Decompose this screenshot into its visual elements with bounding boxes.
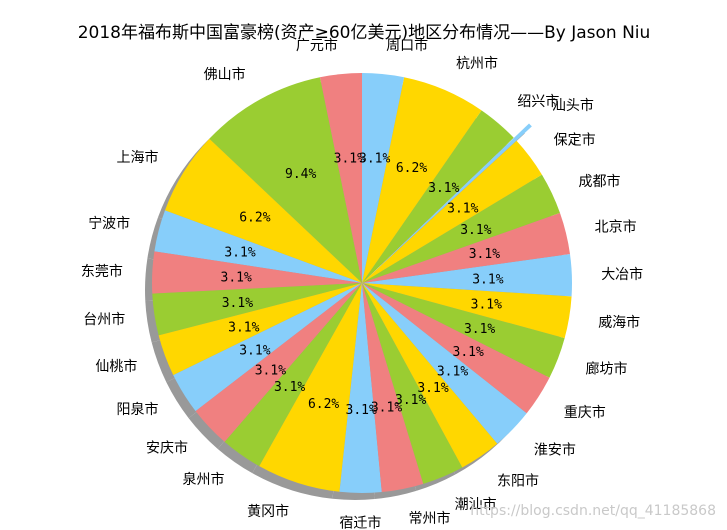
pie-slice-category-label: 威海市 xyxy=(598,314,640,331)
pie-slice-category-label: 阳泉市 xyxy=(117,401,159,418)
pie-slice-9 xyxy=(195,283,362,442)
pie-slice-percent-label: 3.1% xyxy=(471,298,502,313)
pie-slice-category-label: 台州市 xyxy=(83,311,125,328)
pie-slice-category-label: 杭州市 xyxy=(456,55,498,72)
pie-slice-category-label: 东莞市 xyxy=(81,263,123,280)
pie-slice-10 xyxy=(224,283,362,467)
pie-slice-percent-label: 3.1% xyxy=(222,296,253,311)
pie-slice-percent-label: 3.1% xyxy=(346,403,377,418)
pie-slice-category-label: 廊坊市 xyxy=(586,361,628,378)
pie-slice-category-label: 仙桃市 xyxy=(95,358,137,375)
pie-slice-percent-label: 3.1% xyxy=(472,272,503,287)
pie-slice-6 xyxy=(152,283,362,336)
pie-slice-category-label: 上海市 xyxy=(117,149,159,166)
pie-slice-percent-label: 3.1% xyxy=(239,343,270,358)
pie-percent-labels: 3.1%9.4%6.2%3.1%3.1%3.1%3.1%3.1%3.1%3.1%… xyxy=(221,152,504,418)
pie-slice-12 xyxy=(339,283,382,493)
pie-slice-percent-label: 3.1% xyxy=(453,345,484,360)
pie-slice-4 xyxy=(154,210,362,283)
pie-slice-category-label: 宁波市 xyxy=(88,215,130,232)
pie-slice-18 xyxy=(362,283,565,378)
chart-title: 2018年福布斯中国富豪榜(资产≥60亿美元)地区分布情况——By Jason … xyxy=(78,22,651,43)
pie-slice-15 xyxy=(362,283,498,468)
pie-slice-percent-label: 3.1% xyxy=(437,365,468,380)
pie-slice-25 xyxy=(362,110,514,283)
pie-slices xyxy=(152,73,573,493)
pie-slice-category-label: 黄冈市 xyxy=(247,503,289,520)
pie-slice-percent-label: 3.1% xyxy=(224,246,255,261)
pie-slice-24 xyxy=(377,123,532,269)
watermark: https://blog.csdn.net/qq_41185868 xyxy=(470,503,716,519)
pie-slice-category-label: 汕头市 xyxy=(552,97,594,114)
pie-slice-category-label: 东阳市 xyxy=(497,473,539,490)
pie-slice-percent-label: 3.1% xyxy=(460,223,491,238)
pie-slice-8 xyxy=(173,283,362,412)
pie-slice-percent-label: 3.1% xyxy=(464,322,495,337)
pie-slice-category-label: 周口市 xyxy=(386,37,428,54)
pie-slice-category-label: 广元市 xyxy=(296,37,338,54)
pie-slice-14 xyxy=(362,283,463,484)
pie-slice-23 xyxy=(362,140,542,283)
pie-slice-category-label: 北京市 xyxy=(595,218,637,235)
pie-slice-category-label: 泉州市 xyxy=(183,471,225,488)
pie-slice-19 xyxy=(362,283,572,339)
pie-slice-category-label: 淮安市 xyxy=(534,442,576,459)
pie-slice-7 xyxy=(158,283,362,376)
pie-slice-percent-label: 6.2% xyxy=(239,211,270,226)
pie-slice-21 xyxy=(362,212,570,283)
pie-slice-11 xyxy=(259,283,362,492)
pie-slice-percent-label: 3.1% xyxy=(447,202,478,217)
pie-slice-category-label: 保定市 xyxy=(554,132,596,149)
pie-slice-3 xyxy=(164,138,362,283)
pie-slice-category-label: 常州市 xyxy=(409,510,451,527)
pie-slice-category-label: 大冶市 xyxy=(601,266,643,283)
pie-slice-category-label: 成都市 xyxy=(579,173,621,190)
pie-slice-percent-label: 3.1% xyxy=(371,401,402,416)
pie-slice-27 xyxy=(362,73,405,283)
pie-slice-5 xyxy=(152,251,362,294)
pie-slice-percent-label: 3.1% xyxy=(228,321,259,336)
pie-slice-percent-label: 3.1% xyxy=(274,380,305,395)
pie-slice-category-label: 重庆市 xyxy=(564,404,606,421)
pie-slice-category-label: 潮汕市 xyxy=(455,496,497,513)
pie-slice-percent-label: 9.4% xyxy=(285,167,316,182)
pie-slice-20 xyxy=(362,254,573,297)
pie-slice-16 xyxy=(362,283,527,444)
pie-slice-percent-label: 3.1% xyxy=(255,364,286,379)
pie-slice-percent-label: 3.1% xyxy=(221,271,252,286)
pie-slice-category-label: 佛山市 xyxy=(204,66,246,83)
pie-slice-percent-label: 6.2% xyxy=(396,161,427,176)
pie-slice-category-label: 宿迁市 xyxy=(339,514,381,530)
pie-slice-percent-label: 3.1% xyxy=(334,152,365,167)
pie-slice-category-label: 绍兴市 xyxy=(517,93,559,110)
pie-slice-17 xyxy=(362,283,550,414)
pie-slice-percent-label: 3.1% xyxy=(469,247,500,262)
pie-slice-percent-label: 3.1% xyxy=(417,381,448,396)
pie-slice-category-label: 安庆市 xyxy=(146,439,188,456)
pie-slice-13 xyxy=(362,283,424,493)
pie-slice-percent-label: 6.2% xyxy=(308,397,339,412)
pie-slice-percent-label: 3.1% xyxy=(395,393,426,408)
pie-slice-1 xyxy=(319,73,362,283)
pie-slice-26 xyxy=(362,77,482,283)
pie-slice-22 xyxy=(362,174,560,283)
pie-slice-percent-label: 3.1% xyxy=(428,181,459,196)
pie-slice-2 xyxy=(209,77,362,283)
pie-slice-percent-label: 3.1% xyxy=(359,152,390,167)
